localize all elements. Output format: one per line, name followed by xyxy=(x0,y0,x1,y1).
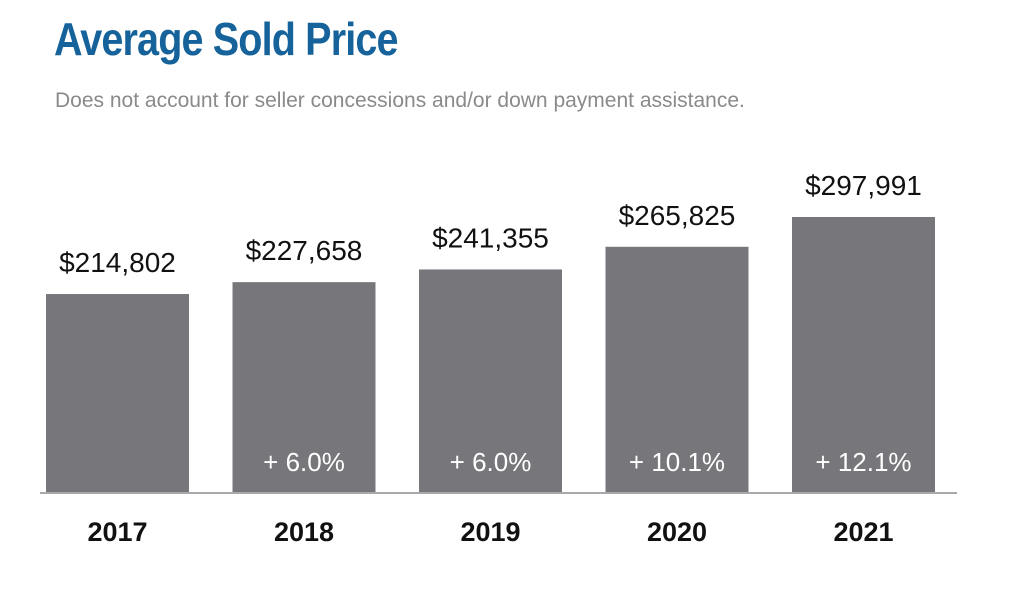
bar-2017 xyxy=(46,294,189,493)
year-label-2018: 2018 xyxy=(274,517,334,547)
year-label-2021: 2021 xyxy=(833,517,893,547)
change-label-2020: + 10.1% xyxy=(629,447,725,477)
bar-2018 xyxy=(232,282,376,493)
year-label-2020: 2020 xyxy=(647,517,707,547)
value-label-2018: $227,658 xyxy=(246,235,363,266)
labels-group: $214,802 2017 $227,658 + 6.0% 2018 $241,355 + … xyxy=(59,170,922,547)
change-label-2018: + 6.0% xyxy=(263,447,345,477)
chart-subtitle: Does not account for seller concessions … xyxy=(55,89,745,112)
bar-2020 xyxy=(605,246,749,493)
bar-2019 xyxy=(419,269,562,493)
bar-2021 xyxy=(792,217,935,493)
year-label-2019: 2019 xyxy=(460,517,520,547)
value-label-2021: $297,991 xyxy=(805,170,922,201)
bars-group xyxy=(46,217,935,493)
change-label-2019: + 6.0% xyxy=(450,447,532,477)
value-label-2020: $265,825 xyxy=(619,200,736,231)
chart-title: Average Sold Price xyxy=(54,13,399,65)
year-label-2017: 2017 xyxy=(87,517,147,547)
change-label-2021: + 12.1% xyxy=(815,447,911,477)
value-label-2017: $214,802 xyxy=(59,247,176,278)
value-label-2019: $241,355 xyxy=(432,222,549,253)
